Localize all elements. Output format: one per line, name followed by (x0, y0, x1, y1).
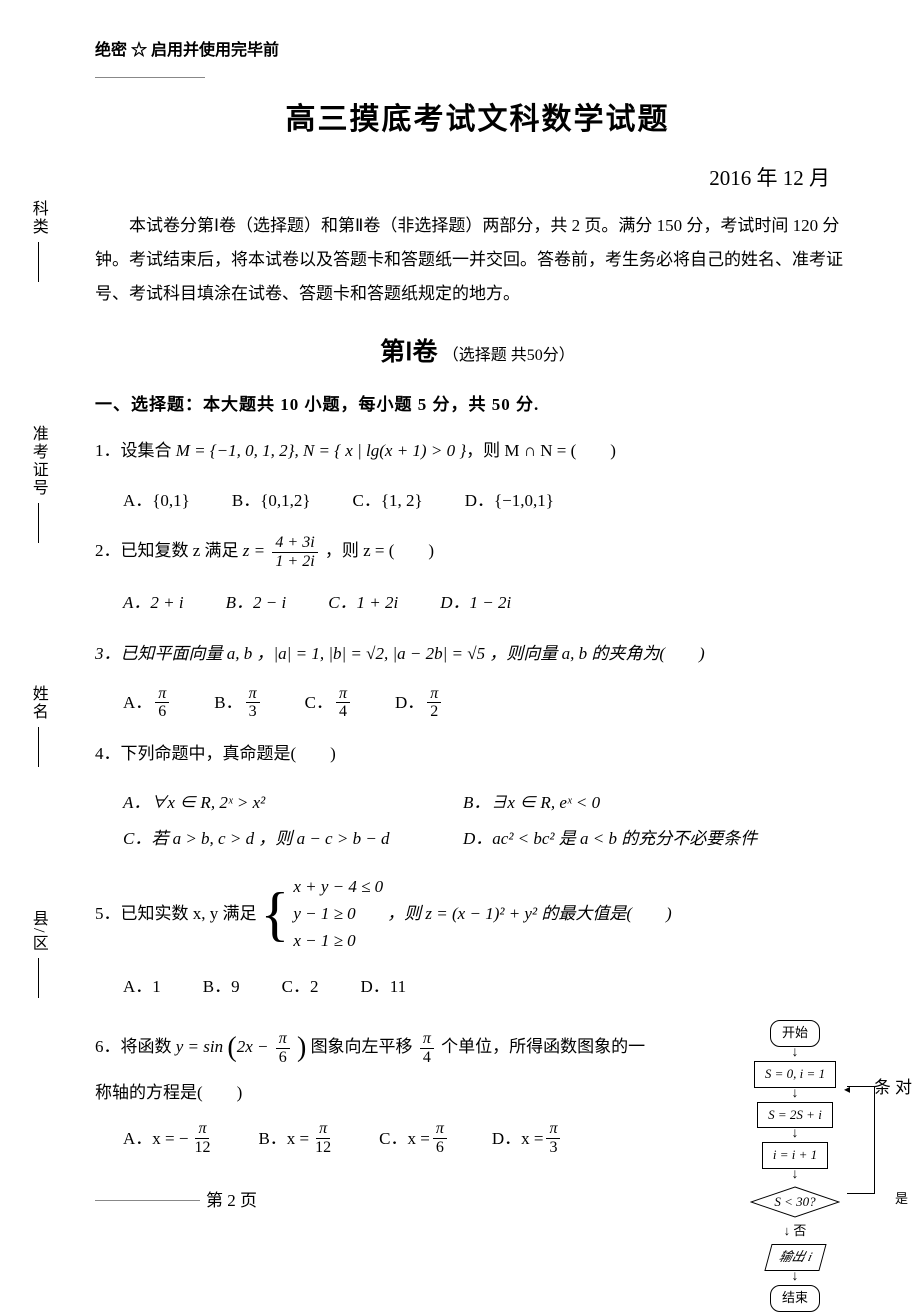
q5-opt-d: D．11 (360, 968, 406, 1004)
q2-fraction: 4 + 3i 1 + 2i (272, 534, 317, 570)
question-2: 2．已知复数 z 满足 z = 4 + 3i 1 + 2i ，则 z = ( ) (95, 534, 860, 570)
q6-opt-d: D．x = π3 (492, 1120, 564, 1156)
q6-side-note: 条 对 (874, 1074, 912, 1101)
q2-opt-d: D．1 − 2i (440, 585, 511, 621)
q5-opt-b: B．9 (203, 968, 240, 1004)
q6-opt-c: C．x = π6 (379, 1120, 450, 1156)
q3-opt-a: A．π6 (123, 685, 172, 721)
exam-intro: 本试卷分第Ⅰ卷（选择题）和第Ⅱ卷（非选择题）两部分，共 2 页。满分 150 分… (95, 209, 860, 311)
q1-opt-b: B．{0,1,2} (232, 482, 311, 518)
question-3-options: A．π6 B．π3 C．π4 D．π2 (95, 685, 860, 721)
sidebar-county: 县/区 (25, 910, 51, 1000)
arrow-icon: ↓ (700, 1047, 890, 1061)
flowchart: 开始 ↓ S = 0, i = 1 ↓ S = 2S + i ↓ i = i +… (700, 1020, 890, 1312)
q5-system: { x + y − 4 ≤ 0 y − 1 ≥ 0 x − 1 ≥ 0 (261, 873, 384, 955)
flow-output: 输出 i (764, 1244, 826, 1271)
page-number: 第 2 页 (206, 1187, 257, 1214)
question-4-options: A．∀x ∈ R, 2ˣ > x² B．∃x ∈ R, eˣ < 0 C．若 a… (95, 785, 860, 857)
flow-yes-label: 是 (895, 1189, 908, 1210)
exam-date: 2016 年 12 月 (95, 162, 860, 196)
sidebar-subject: 科类 (25, 200, 51, 284)
q4-opt-c: C．若 a > b, c > d ，则 a − c > b − d (123, 821, 463, 857)
flow-inc: i = i + 1 (762, 1142, 828, 1169)
question-2-options: A．2 + i B．2 − i C．1 + 2i D．1 − 2i (95, 585, 860, 621)
q3-opt-c: C．π4 (305, 685, 353, 721)
flow-loop-arrow-icon: ◂ (844, 1080, 850, 1099)
question-3: 3．已知平面向量 a, b ，|a| = 1, |b| = √2, |a − 2… (95, 637, 860, 671)
confidential-label: 绝密 ☆ 启用并使用完毕前 (95, 38, 860, 64)
q1-opt-d: D．{−1,0,1} (465, 482, 554, 518)
flow-loop-line (847, 1086, 875, 1194)
flow-end: 结束 (770, 1285, 820, 1312)
question-1-options: A．{0,1} B．{0,1,2} C．{1, 2} D．{−1,0,1} (95, 482, 860, 518)
q3-opt-b: B．π3 (214, 685, 262, 721)
exam-title: 高三摸底考试文科数学试题 (95, 96, 860, 144)
question-4: 4．下列命题中，真命题是( ) (95, 737, 860, 771)
header-underline (95, 68, 205, 78)
q4-opt-a: A．∀x ∈ R, 2ˣ > x² (123, 785, 463, 821)
q2-opt-a: A．2 + i (123, 585, 184, 621)
question-5: 5．已知实数 x, y 满足 { x + y − 4 ≤ 0 y − 1 ≥ 0… (95, 873, 860, 955)
binding-sidebar: 科类 准考证号 姓名 县/区 (18, 200, 58, 1000)
question-5-options: A．1 B．9 C．2 D．11 (95, 968, 860, 1004)
q5-opt-a: A．1 (123, 968, 161, 1004)
q5-opt-c: C．2 (282, 968, 319, 1004)
flow-no-label: ↓ 否 (700, 1221, 890, 1242)
q3-opt-d: D．π2 (395, 685, 444, 721)
question-1: 1．设集合 M = {−1, 0, 1, 2}, N = { x | lg(x … (95, 434, 860, 468)
q2-opt-c: C．1 + 2i (328, 585, 398, 621)
arrow-icon: ↓ (700, 1271, 890, 1285)
q4-opt-b: B．∃x ∈ R, eˣ < 0 (463, 785, 803, 821)
q4-opt-d: D．ac² < bc² 是 a < b 的充分不必要条件 (463, 821, 803, 857)
sidebar-exam-id: 准考证号 (25, 425, 51, 545)
page-footer: 第 2 页 (95, 1187, 257, 1214)
q6-opt-b: B．x = π12 (258, 1120, 337, 1156)
question-set-header: 一、选择题：本大题共 10 小题，每小题 5 分，共 50 分. (95, 391, 860, 418)
q1-opt-c: C．{1, 2} (353, 482, 423, 518)
q6-opt-a: A．x = −π12 (123, 1120, 216, 1156)
flow-init: S = 0, i = 1 (754, 1061, 836, 1088)
q2-opt-b: B．2 − i (226, 585, 287, 621)
flow-step: S = 2S + i (757, 1102, 833, 1129)
flow-start: 开始 (770, 1020, 820, 1047)
sidebar-name: 姓名 (25, 685, 51, 769)
q1-opt-a: A．{0,1} (123, 482, 190, 518)
section-1-title: 第Ⅰ卷 （选择题 共50分） (95, 333, 860, 373)
